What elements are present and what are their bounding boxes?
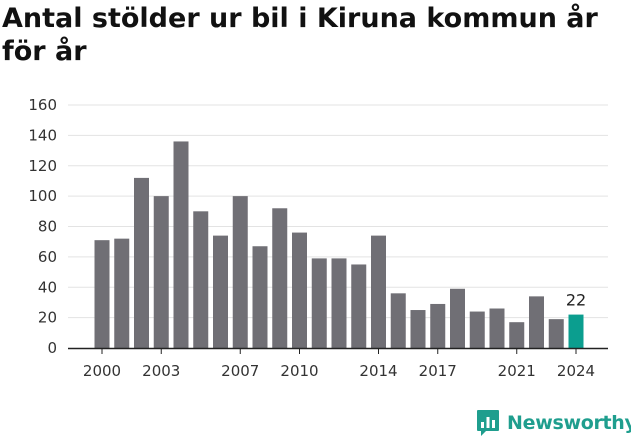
bar-2016	[410, 310, 426, 348]
bar-2009	[272, 208, 288, 348]
brand-name: Newsworthy	[507, 412, 631, 434]
x-tick-label: 2010	[280, 362, 318, 380]
bar-2020	[489, 308, 505, 348]
y-tick-label: 100	[28, 187, 57, 205]
bar-2017	[430, 303, 446, 348]
x-tick-label: 2003	[142, 362, 180, 380]
bar-2002	[134, 177, 149, 348]
y-tick-label: 160	[28, 96, 57, 114]
bar-2010	[292, 232, 307, 348]
bar-2019	[469, 311, 485, 348]
newsworthy-logo[interactable]: Newsworthy	[476, 407, 631, 439]
y-tick-label: 0	[47, 339, 57, 357]
bar-2007	[232, 196, 248, 348]
bar-2018	[450, 288, 465, 348]
bar-2024	[568, 314, 584, 348]
y-tick-label: 140	[28, 126, 57, 144]
bar-2004	[173, 141, 189, 348]
bar-2014	[371, 235, 386, 348]
x-tick-label: 2007	[221, 362, 259, 380]
y-axis-ticks: 0 20 40 60 80 100 120 140 160	[28, 96, 57, 357]
newsworthy-chart-bubble-icon	[477, 410, 499, 436]
x-tick-label: 2014	[359, 362, 397, 380]
bars	[94, 141, 584, 348]
bar-2003	[153, 196, 169, 348]
bar-2006	[213, 235, 228, 348]
bar-2015	[390, 293, 406, 348]
bar-2011	[311, 258, 327, 348]
x-tick-label: 2024	[557, 362, 595, 380]
y-tick-label: 20	[38, 309, 57, 327]
data-label: 22	[566, 291, 586, 310]
x-axis: 2000 2003 2007 2010 2014 2017 2021 2024	[68, 347, 608, 380]
x-tick-label: 2000	[83, 362, 121, 380]
bar-2022	[529, 296, 544, 348]
y-tick-label: 80	[38, 218, 57, 236]
bar-2005	[193, 211, 209, 348]
bar-2023	[548, 319, 564, 348]
bar-2012	[331, 258, 347, 348]
bar-2000	[94, 240, 110, 348]
y-tick-label: 60	[38, 248, 57, 266]
bar-2008	[252, 246, 268, 348]
y-tick-label: 120	[28, 157, 57, 175]
x-tick-label: 2021	[498, 362, 536, 380]
x-tick-label: 2017	[419, 362, 457, 380]
bar-2021	[509, 322, 525, 348]
y-tick-label: 40	[38, 278, 57, 296]
bar-2001	[114, 238, 130, 348]
chart-title: Antal stölder ur bil i Kiruna kommun år …	[2, 3, 598, 67]
data-labels: 22	[566, 291, 586, 310]
bar-2013	[351, 264, 367, 348]
